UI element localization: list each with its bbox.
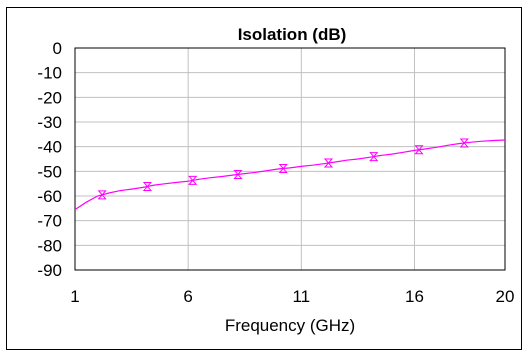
data-point-marker [97,190,107,200]
x-tick-label: 16 [405,287,424,306]
y-tick-label: -90 [37,261,62,280]
y-tick-label: -80 [37,236,62,255]
series-line [74,139,506,211]
x-tick-label: 11 [292,287,310,306]
y-tick-label: -20 [37,88,62,107]
chart-frame [6,7,522,350]
data-point-marker [278,163,288,173]
data-point-marker [323,158,334,168]
data-point-marker [142,181,153,191]
data-point-marker [188,175,198,185]
grid [74,47,506,271]
x-axis-label: Frequency (GHz) [225,316,355,335]
data-point-marker [414,145,424,155]
y-tick-label: -50 [37,162,62,181]
y-tick-label: -10 [37,64,62,83]
x-tick-label: 20 [496,287,515,306]
x-tick-label: 1 [70,287,79,306]
y-axis: 0 -10 -20 -30 -40 -50 -60 -70 -80 -90 [37,39,62,280]
x-tick-label: 6 [183,287,192,306]
plot-area [74,47,506,271]
x-axis: 1 6 11 16 20 [70,287,514,306]
y-tick-label: -30 [37,113,62,132]
data-point-marker [369,152,379,162]
y-tick-label: -40 [37,138,62,157]
y-tick-label: -70 [37,212,62,231]
data-point-marker [459,138,469,148]
series-markers [97,138,469,200]
y-tick-label: -60 [37,187,62,206]
chart-title: Isolation (dB) [238,25,347,44]
data-point-marker [233,169,243,179]
y-tick-label: 0 [53,39,62,58]
